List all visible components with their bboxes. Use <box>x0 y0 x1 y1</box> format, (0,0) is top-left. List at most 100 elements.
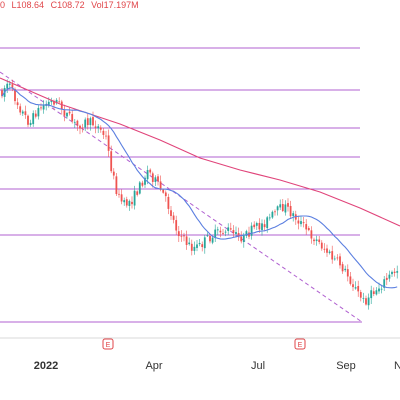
earnings-marker: E <box>294 338 306 350</box>
candle <box>24 105 27 119</box>
candle <box>281 199 284 213</box>
candle <box>258 218 261 233</box>
x-tick-label: 2022 <box>34 360 58 372</box>
candle <box>157 173 159 186</box>
candle <box>372 287 375 297</box>
candle <box>42 100 45 114</box>
candle <box>396 265 399 279</box>
candle <box>300 216 302 227</box>
candle <box>315 235 318 246</box>
candle <box>328 249 331 255</box>
candle <box>183 232 185 242</box>
candle <box>76 119 79 131</box>
candle <box>268 213 271 221</box>
earnings-marker-label: E <box>106 342 111 349</box>
candle <box>263 219 266 232</box>
candle <box>89 116 92 131</box>
candle <box>255 221 258 230</box>
candle <box>120 189 123 205</box>
candle <box>229 222 232 231</box>
candle <box>203 234 206 254</box>
candle <box>276 205 279 216</box>
candle <box>170 205 172 220</box>
candle <box>105 131 107 140</box>
candle <box>331 245 334 264</box>
candle <box>341 261 344 274</box>
candle <box>16 98 19 109</box>
candle <box>167 193 170 215</box>
candle <box>29 119 32 127</box>
candle <box>112 168 115 180</box>
x-tick-label: N <box>394 360 400 372</box>
candle <box>344 265 347 273</box>
candle <box>261 219 263 236</box>
candle <box>79 124 81 135</box>
candle <box>107 129 110 157</box>
candle <box>118 189 120 198</box>
candle <box>133 185 136 210</box>
candle <box>201 241 204 252</box>
candle <box>289 200 292 219</box>
candle <box>271 210 274 219</box>
candle <box>287 198 289 212</box>
candle <box>365 295 367 306</box>
candle <box>227 223 230 236</box>
candle <box>292 210 295 222</box>
candle <box>211 235 214 245</box>
candle <box>370 285 373 304</box>
candle <box>206 232 209 237</box>
candle <box>32 110 35 127</box>
candle <box>1 88 3 99</box>
candle <box>11 79 14 92</box>
ohlc-low: L108.64 <box>11 0 45 10</box>
candle <box>352 278 354 292</box>
candle <box>141 180 144 188</box>
candle <box>97 124 100 133</box>
candle <box>279 199 282 211</box>
candle <box>177 225 180 242</box>
candle <box>375 287 378 296</box>
x-tick-label: Apr <box>145 360 162 372</box>
candle <box>92 111 94 127</box>
candle <box>237 227 240 241</box>
candle <box>136 190 139 197</box>
candle <box>154 175 157 186</box>
candle <box>313 237 315 245</box>
candle <box>185 230 188 250</box>
candle <box>34 110 37 119</box>
ohlc-volume: Vol17.197M <box>91 0 139 10</box>
candle <box>180 230 183 242</box>
candle <box>357 280 360 297</box>
candle <box>214 224 217 243</box>
candle <box>216 226 219 235</box>
candle <box>102 128 105 140</box>
candle <box>253 221 256 230</box>
candle <box>393 268 396 277</box>
candle <box>190 239 193 256</box>
candle <box>302 216 305 228</box>
candle <box>21 109 24 116</box>
candle <box>60 99 63 115</box>
candle <box>68 107 71 116</box>
candle <box>388 270 391 282</box>
candle <box>297 215 300 230</box>
candle <box>172 212 175 224</box>
candle <box>354 281 357 290</box>
candle <box>219 226 222 238</box>
candle <box>37 105 40 120</box>
candle <box>240 231 243 244</box>
candle <box>367 293 370 310</box>
support-resistance-levels <box>0 47 362 323</box>
candle <box>198 239 201 247</box>
candle <box>144 175 146 189</box>
candle <box>248 226 250 240</box>
earnings-marker-label: E <box>298 342 303 349</box>
candle <box>385 272 388 286</box>
candle <box>115 172 118 196</box>
candle <box>383 275 386 292</box>
candle <box>378 282 380 294</box>
candle <box>274 209 276 216</box>
candle <box>307 226 310 232</box>
candle <box>188 237 191 246</box>
